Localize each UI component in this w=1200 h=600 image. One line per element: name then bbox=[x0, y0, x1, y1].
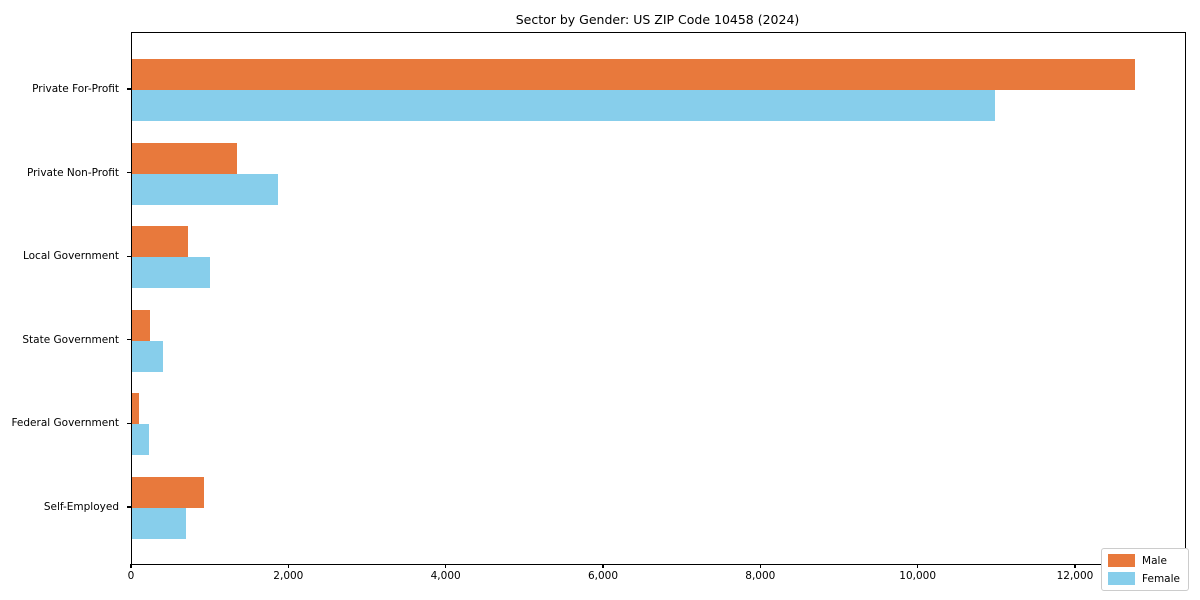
legend-item-male: Male bbox=[1108, 554, 1180, 567]
ytick-label-federal-government: Federal Government bbox=[11, 417, 119, 430]
xtick-label-4000: 4,000 bbox=[430, 570, 461, 582]
xtick-label-6000: 6,000 bbox=[587, 570, 619, 582]
ytick-label-state-government: State Government bbox=[22, 333, 119, 346]
plot-area bbox=[131, 32, 1186, 565]
ytick-label-private-non-profit: Private Non-Profit bbox=[26, 166, 119, 179]
bar-private-for-profit-female bbox=[132, 90, 995, 121]
ytick-label-local-government: Local Government bbox=[22, 250, 119, 263]
xtick-label-10000: 10,000 bbox=[899, 570, 937, 582]
xtick-mark bbox=[445, 564, 447, 568]
ytick-mark bbox=[127, 339, 131, 341]
xtick-mark bbox=[602, 564, 604, 568]
xtick-label-0: 0 bbox=[127, 570, 135, 582]
ytick-mark bbox=[127, 172, 131, 174]
xtick-label-12000: 12,000 bbox=[1056, 570, 1094, 582]
ytick-mark bbox=[127, 506, 131, 508]
xtick-label-2000: 2,000 bbox=[273, 570, 304, 582]
chart-title: Sector by Gender: US ZIP Code 10458 (202… bbox=[515, 12, 800, 27]
ytick-mark bbox=[127, 422, 131, 424]
xtick-mark bbox=[917, 564, 919, 568]
bar-federal-government-female bbox=[132, 424, 149, 456]
bar-state-government-female bbox=[132, 340, 164, 372]
legend-swatch-female bbox=[1108, 572, 1136, 585]
bar-self-employed-male bbox=[132, 477, 204, 508]
bar-self-employed-female bbox=[132, 508, 186, 539]
legend-label-male: Male bbox=[1142, 554, 1167, 567]
ytick-mark bbox=[127, 88, 131, 90]
xtick-mark bbox=[130, 564, 132, 568]
bar-local-government-female bbox=[132, 257, 210, 289]
bar-federal-government-male bbox=[132, 393, 139, 425]
ytick-label-self-employed: Self-Employed bbox=[43, 501, 119, 513]
bar-private-for-profit-male bbox=[132, 59, 1135, 90]
xtick-label-8000: 8,000 bbox=[745, 570, 776, 582]
legend: Male Female bbox=[1101, 548, 1189, 591]
legend-swatch-male bbox=[1108, 554, 1136, 567]
xtick-mark bbox=[1074, 564, 1076, 568]
bar-private-non-profit-female bbox=[132, 173, 278, 205]
bar-local-government-male bbox=[132, 226, 188, 258]
ytick-label-private-for-profit: Private For-Profit bbox=[32, 83, 119, 95]
bar-private-non-profit-male bbox=[132, 142, 238, 174]
legend-item-female: Female bbox=[1108, 572, 1180, 585]
ytick-mark bbox=[127, 255, 131, 257]
bar-state-government-male bbox=[132, 309, 151, 341]
legend-label-female: Female bbox=[1142, 572, 1180, 585]
xtick-mark bbox=[287, 564, 289, 568]
xtick-mark bbox=[759, 564, 761, 568]
